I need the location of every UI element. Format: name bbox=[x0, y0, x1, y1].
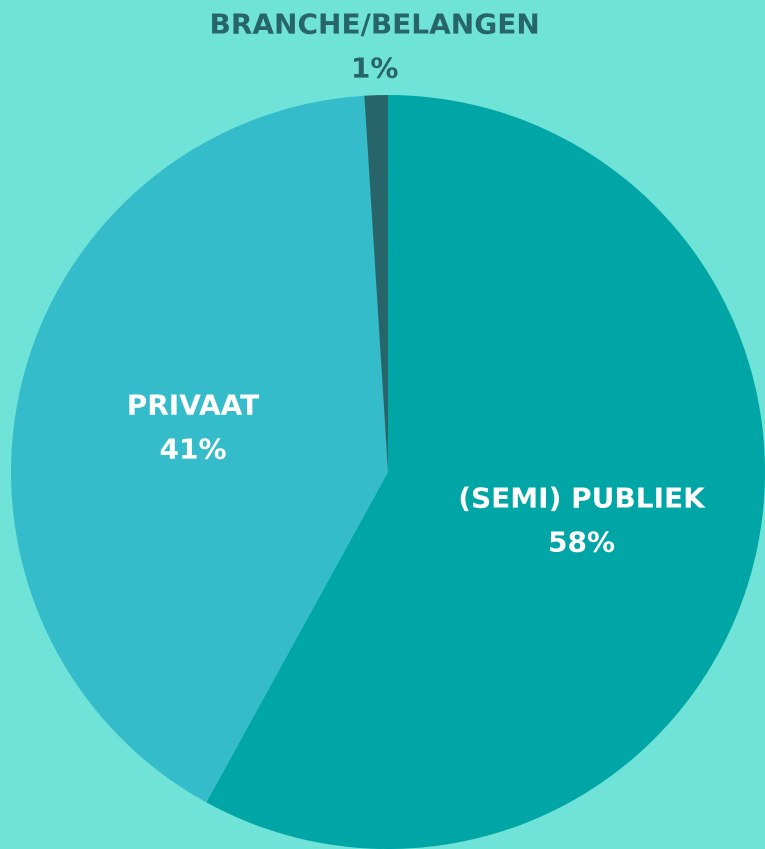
pie-slice bbox=[10, 95, 388, 803]
slice-label: (SEMI) PUBLIEK bbox=[458, 482, 706, 515]
pie-slice bbox=[364, 95, 388, 472]
slice-value-label: 41% bbox=[159, 432, 226, 465]
slice-label: BRANCHE/BELANGEN bbox=[209, 7, 539, 40]
slice-value-label: 58% bbox=[548, 526, 615, 559]
slice-label: PRIVAAT bbox=[127, 388, 260, 421]
slice-value-label: 1% bbox=[351, 51, 399, 84]
pie-slice bbox=[206, 95, 765, 849]
